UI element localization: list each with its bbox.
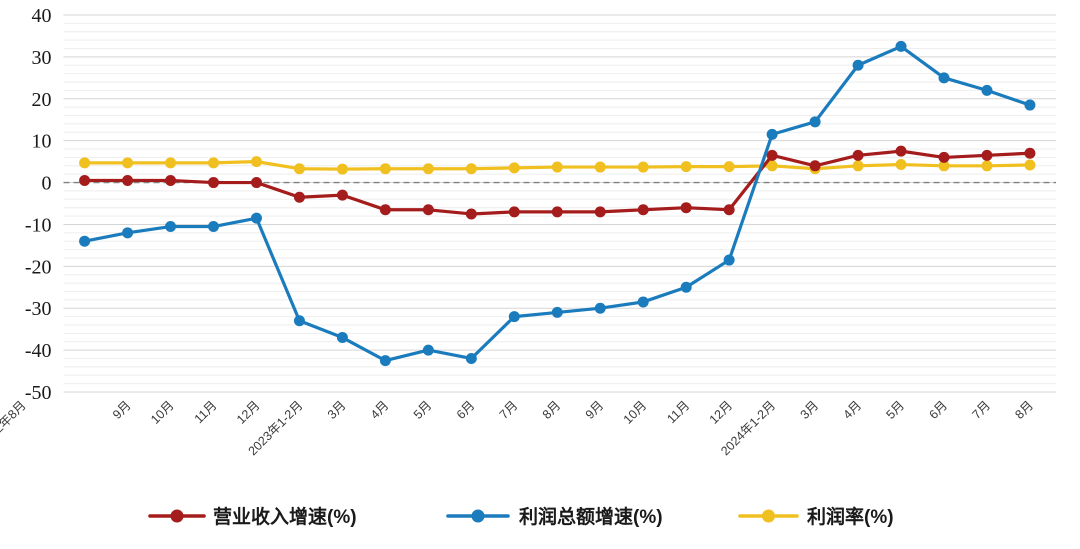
svg-text:-50: -50 (25, 382, 52, 404)
svg-text:2022年8月: 2022年8月 (0, 398, 29, 450)
svg-text:-40: -40 (25, 340, 52, 362)
svg-text:4月: 4月 (368, 398, 392, 422)
svg-text:7月: 7月 (969, 398, 993, 422)
svg-text:-30: -30 (25, 298, 52, 320)
svg-text:6月: 6月 (454, 398, 478, 422)
svg-text:-20: -20 (25, 256, 52, 278)
svg-text:营业收入增速(%): 营业收入增速(%) (213, 505, 357, 528)
svg-text:8月: 8月 (1012, 398, 1036, 422)
svg-text:5月: 5月 (883, 398, 907, 422)
svg-text:10月: 10月 (621, 398, 650, 427)
svg-text:4月: 4月 (841, 398, 865, 422)
svg-text:11月: 11月 (192, 398, 220, 426)
svg-text:11月: 11月 (664, 398, 692, 426)
svg-text:12月: 12月 (707, 398, 736, 427)
svg-text:40: 40 (32, 5, 52, 27)
svg-text:-10: -10 (25, 214, 52, 236)
svg-text:利润总额增速(%): 利润总额增速(%) (519, 505, 663, 528)
svg-text:20: 20 (32, 89, 52, 111)
svg-text:30: 30 (32, 47, 52, 69)
svg-text:0: 0 (42, 173, 52, 195)
svg-text:3月: 3月 (798, 398, 822, 422)
svg-text:6月: 6月 (926, 398, 950, 422)
svg-text:5月: 5月 (411, 398, 435, 422)
svg-text:10: 10 (32, 131, 52, 153)
svg-text:8月: 8月 (540, 398, 564, 422)
svg-text:9月: 9月 (583, 398, 607, 422)
svg-text:12月: 12月 (234, 398, 263, 427)
svg-text:7月: 7月 (497, 398, 521, 422)
svg-text:10月: 10月 (148, 398, 177, 427)
svg-text:9月: 9月 (110, 398, 134, 422)
svg-text:3月: 3月 (325, 398, 349, 422)
svg-text:利润率(%): 利润率(%) (807, 505, 894, 528)
